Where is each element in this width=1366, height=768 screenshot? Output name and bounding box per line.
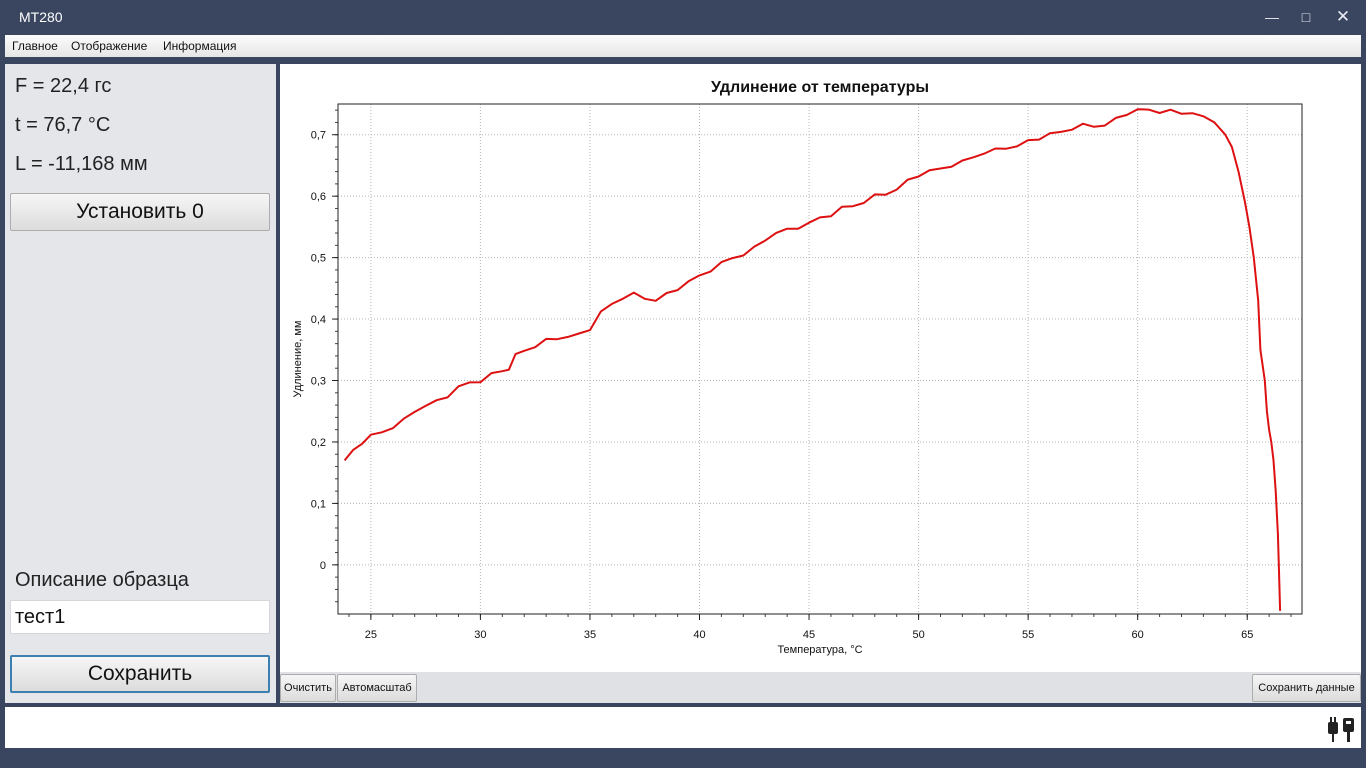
- y-tick-label: 0: [320, 560, 326, 572]
- sample-description-label: Описание образца: [15, 569, 189, 591]
- x-tick-label: 40: [693, 629, 705, 641]
- y-tick-label: 0,3: [311, 376, 326, 388]
- y-tick-label: 0,4: [311, 314, 326, 326]
- y-tick-label: 0,6: [311, 191, 326, 203]
- length-readout: L = -11,168 мм: [15, 153, 148, 175]
- x-tick-label: 35: [584, 629, 596, 641]
- y-tick-label: 0,1: [311, 498, 326, 510]
- status-bar: [5, 707, 1361, 748]
- force-readout: F = 22,4 гс: [15, 75, 112, 97]
- sample-description-input[interactable]: тест1: [10, 600, 270, 634]
- menu-main[interactable]: Главное: [12, 39, 58, 53]
- x-tick-label: 30: [474, 629, 486, 641]
- y-tick-label: 0,7: [311, 130, 326, 142]
- clear-button[interactable]: Очистить: [280, 674, 336, 702]
- menu-bar: Главное Отображение Информация: [5, 35, 1361, 57]
- x-tick-label: 65: [1241, 629, 1253, 641]
- y-tick-label: 0,2: [311, 437, 326, 449]
- x-axis-label: Температура, °C: [777, 644, 862, 656]
- series-line: [343, 108, 1282, 611]
- set-zero-button[interactable]: Установить 0: [10, 193, 270, 231]
- readout-panel: F = 22,4 гс t = 76,7 °C L = -11,168 мм У…: [5, 64, 276, 703]
- autoscale-button[interactable]: Автомасштаб: [337, 674, 417, 702]
- title-bar: MT280 — □ ✕: [0, 0, 1366, 35]
- y-axis-label: Удлинение, мм: [292, 321, 304, 398]
- x-tick-label: 45: [803, 629, 815, 641]
- temperature-readout: t = 76,7 °C: [15, 114, 111, 136]
- menu-info[interactable]: Информация: [163, 39, 237, 53]
- plot-frame: [337, 103, 1303, 615]
- close-icon[interactable]: ✕: [1335, 7, 1351, 26]
- chart-grid: [338, 104, 1302, 614]
- x-tick-label: 60: [1132, 629, 1144, 641]
- chart-toolbar: Очистить Автомасштаб Сохранить данные: [280, 672, 1361, 703]
- minimize-icon[interactable]: —: [1265, 9, 1279, 25]
- chart-panel: Удлинение от температуры 25 30 35 40 45 50 55 6…: [280, 64, 1361, 703]
- save-data-button[interactable]: Сохранить данные: [1252, 674, 1361, 702]
- x-tick-label: 25: [365, 629, 377, 641]
- maximize-icon[interactable]: □: [1301, 9, 1311, 25]
- x-tick-label: 55: [1022, 629, 1034, 641]
- y-tick-label: 0,5: [311, 253, 326, 265]
- window-title: MT280: [19, 9, 63, 25]
- elongation-chart[interactable]: Удлинение от температуры 25 30 35 40 45 50 55 6…: [280, 64, 1361, 670]
- chart-title: Удлинение от температуры: [711, 79, 929, 96]
- save-button[interactable]: Сохранить: [10, 655, 270, 693]
- plug-connected-icon: [1328, 717, 1354, 742]
- menu-view[interactable]: Отображение: [71, 39, 148, 53]
- chart-ticks: 25 30 35 40 45 50 55 60 65 0 0,1 0,2 0,3 0,4 0,5 0,6 0,7: [311, 109, 1292, 641]
- x-tick-label: 50: [912, 629, 924, 641]
